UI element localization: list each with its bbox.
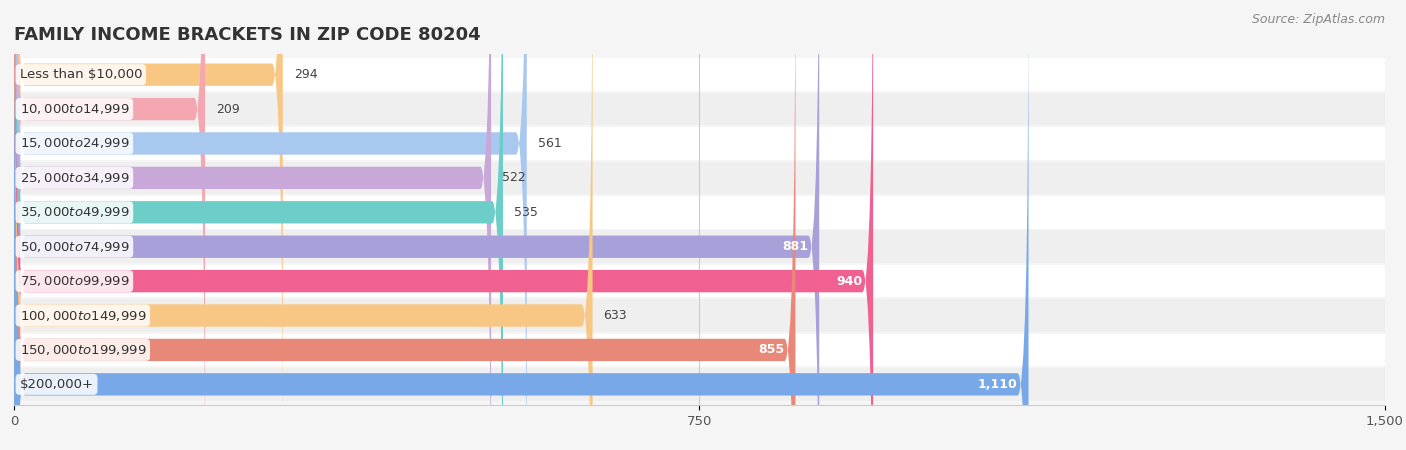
Text: $15,000 to $24,999: $15,000 to $24,999 [20, 136, 129, 150]
FancyBboxPatch shape [14, 0, 873, 450]
Text: $200,000+: $200,000+ [20, 378, 94, 391]
FancyBboxPatch shape [14, 0, 491, 450]
FancyBboxPatch shape [14, 93, 1385, 126]
FancyBboxPatch shape [14, 127, 1385, 160]
FancyBboxPatch shape [14, 58, 1385, 91]
Text: 209: 209 [217, 103, 240, 116]
FancyBboxPatch shape [14, 0, 283, 450]
Text: 881: 881 [782, 240, 808, 253]
Text: $75,000 to $99,999: $75,000 to $99,999 [20, 274, 129, 288]
FancyBboxPatch shape [14, 0, 503, 450]
FancyBboxPatch shape [14, 0, 205, 450]
Text: FAMILY INCOME BRACKETS IN ZIP CODE 80204: FAMILY INCOME BRACKETS IN ZIP CODE 80204 [14, 26, 481, 44]
Text: 561: 561 [537, 137, 561, 150]
FancyBboxPatch shape [14, 196, 1385, 229]
FancyBboxPatch shape [14, 299, 1385, 332]
FancyBboxPatch shape [14, 0, 527, 450]
Text: 633: 633 [603, 309, 627, 322]
FancyBboxPatch shape [14, 0, 1029, 450]
FancyBboxPatch shape [14, 230, 1385, 263]
Text: 535: 535 [515, 206, 538, 219]
Text: Source: ZipAtlas.com: Source: ZipAtlas.com [1251, 14, 1385, 27]
Text: 1,110: 1,110 [977, 378, 1018, 391]
Text: $10,000 to $14,999: $10,000 to $14,999 [20, 102, 129, 116]
Text: $100,000 to $149,999: $100,000 to $149,999 [20, 309, 146, 323]
FancyBboxPatch shape [14, 368, 1385, 400]
FancyBboxPatch shape [14, 0, 820, 450]
FancyBboxPatch shape [14, 333, 1385, 366]
Text: $25,000 to $34,999: $25,000 to $34,999 [20, 171, 129, 185]
FancyBboxPatch shape [14, 162, 1385, 194]
FancyBboxPatch shape [14, 265, 1385, 297]
Text: $150,000 to $199,999: $150,000 to $199,999 [20, 343, 146, 357]
Text: 294: 294 [294, 68, 318, 81]
Text: 522: 522 [502, 171, 526, 184]
Text: 855: 855 [758, 343, 785, 356]
Text: 940: 940 [837, 274, 862, 288]
FancyBboxPatch shape [14, 0, 796, 450]
Text: Less than $10,000: Less than $10,000 [20, 68, 142, 81]
Text: $35,000 to $49,999: $35,000 to $49,999 [20, 205, 129, 219]
Text: $50,000 to $74,999: $50,000 to $74,999 [20, 240, 129, 254]
FancyBboxPatch shape [14, 0, 592, 450]
